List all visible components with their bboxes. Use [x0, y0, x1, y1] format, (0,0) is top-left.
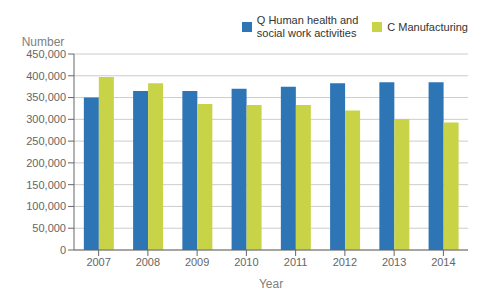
svg-text:150,000: 150,000 — [26, 179, 66, 191]
svg-text:Number: Number — [22, 35, 65, 49]
svg-text:100,000: 100,000 — [26, 200, 66, 212]
svg-text:50,000: 50,000 — [32, 222, 66, 234]
svg-text:300,000: 300,000 — [26, 113, 66, 125]
svg-text:250,000: 250,000 — [26, 135, 66, 147]
html-text:C Manufacturing: C Manufacturing — [387, 20, 468, 33]
svg-text:2008: 2008 — [136, 256, 160, 268]
svg-text:Year: Year — [259, 277, 283, 291]
svg-text:0: 0 — [60, 244, 66, 256]
svg-text:2013: 2013 — [382, 256, 406, 268]
svg-text:2012: 2012 — [333, 256, 357, 268]
svg-text:350,000: 350,000 — [26, 91, 66, 103]
svg-text:2010: 2010 — [234, 256, 258, 268]
svg-text:400,000: 400,000 — [26, 70, 66, 82]
svg-text:200,000: 200,000 — [26, 157, 66, 169]
svg-text:2007: 2007 — [86, 256, 110, 268]
svg-text:450,000: 450,000 — [26, 48, 66, 60]
html-text:Q Human health and social work: Q Human health and social work activitie… — [256, 14, 359, 39]
svg-text:2011: 2011 — [284, 256, 308, 268]
svg-text:2009: 2009 — [185, 256, 209, 268]
svg-text:2014: 2014 — [431, 256, 455, 268]
